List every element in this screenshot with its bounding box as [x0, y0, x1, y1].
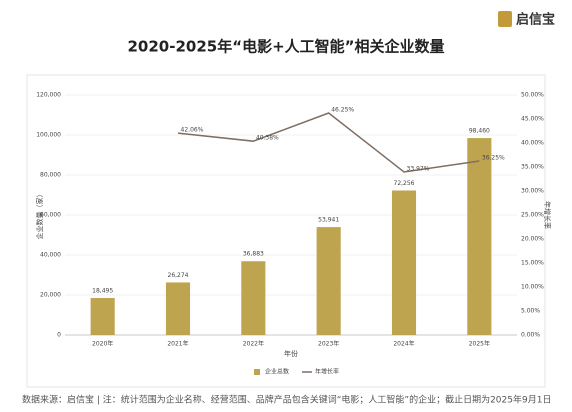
data-label: 26,274: [168, 272, 189, 279]
data-label: 98,460: [469, 128, 490, 135]
y-tick-label: 0: [57, 332, 61, 339]
y2-tick-label: 15.00%: [521, 260, 544, 267]
y-tick-label: 40,000: [40, 252, 61, 259]
data-label: 42.06%: [181, 127, 204, 134]
data-label: 53,941: [318, 217, 339, 224]
chart-frame: [26, 74, 546, 388]
x-tick-label: 2022年: [243, 340, 264, 348]
bar: [90, 298, 115, 335]
y-tick-label: 80,000: [40, 172, 61, 179]
data-label: 46.25%: [331, 107, 354, 114]
data-label: 33.97%: [407, 165, 430, 172]
legend-label: 企业总数: [265, 368, 289, 376]
y2-tick-label: 50.00%: [521, 92, 544, 99]
legend-label: 年增长率: [315, 368, 339, 376]
data-label: 36,883: [243, 251, 264, 258]
y-tick-label: 120,000: [36, 92, 61, 99]
source-note: 数据来源：启信宝 | 注：统计范围为企业名称、经营范围、品牌产品包含关键词“电影…: [22, 394, 551, 406]
y2-tick-label: 10.00%: [521, 284, 544, 291]
y2-tick-label: 40.00%: [521, 140, 544, 147]
y2-tick-label: 35.00%: [521, 164, 544, 171]
y2-tick-label: 0.00%: [521, 332, 540, 339]
y2-tick-label: 30.00%: [521, 188, 544, 195]
y2-tick-label: 5.00%: [521, 308, 540, 315]
x-tick-label: 2025年: [469, 340, 490, 348]
data-label: 18,495: [92, 288, 113, 295]
data-label: 40.38%: [256, 135, 279, 142]
y-axis-label: 企业数量（家）: [35, 191, 44, 240]
bar: [165, 282, 191, 335]
bar: [391, 190, 417, 335]
x-axis-label: 年份: [284, 349, 298, 358]
bar: [241, 261, 266, 335]
data-label: 72,256: [394, 180, 415, 187]
y-tick-label: 100,000: [36, 132, 61, 139]
x-tick-label: 2023年: [318, 340, 339, 348]
x-tick-label: 2021年: [167, 340, 188, 348]
line: [177, 112, 480, 173]
y2-tick-label: 45.00%: [521, 116, 544, 123]
y2-tick-label: 20.00%: [521, 236, 544, 243]
x-tick-label: 2020年: [92, 340, 113, 348]
y2-tick-label: 25.00%: [521, 212, 544, 219]
logo-text: 启信宝: [516, 12, 555, 28]
y-tick-label: 20,000: [40, 292, 61, 299]
bar: [316, 227, 341, 335]
y-tick-label: 60,000: [40, 212, 61, 219]
logo-icon: [498, 11, 512, 27]
chart-title: 2020-2025年“电影+人工智能”相关企业数量: [127, 38, 444, 56]
bar: [467, 138, 492, 335]
x-tick-label: 2024年: [393, 340, 414, 348]
legend-swatch: [254, 369, 260, 375]
data-label: 36.25%: [482, 155, 505, 162]
y2-axis-label: 年增长率: [543, 201, 552, 229]
